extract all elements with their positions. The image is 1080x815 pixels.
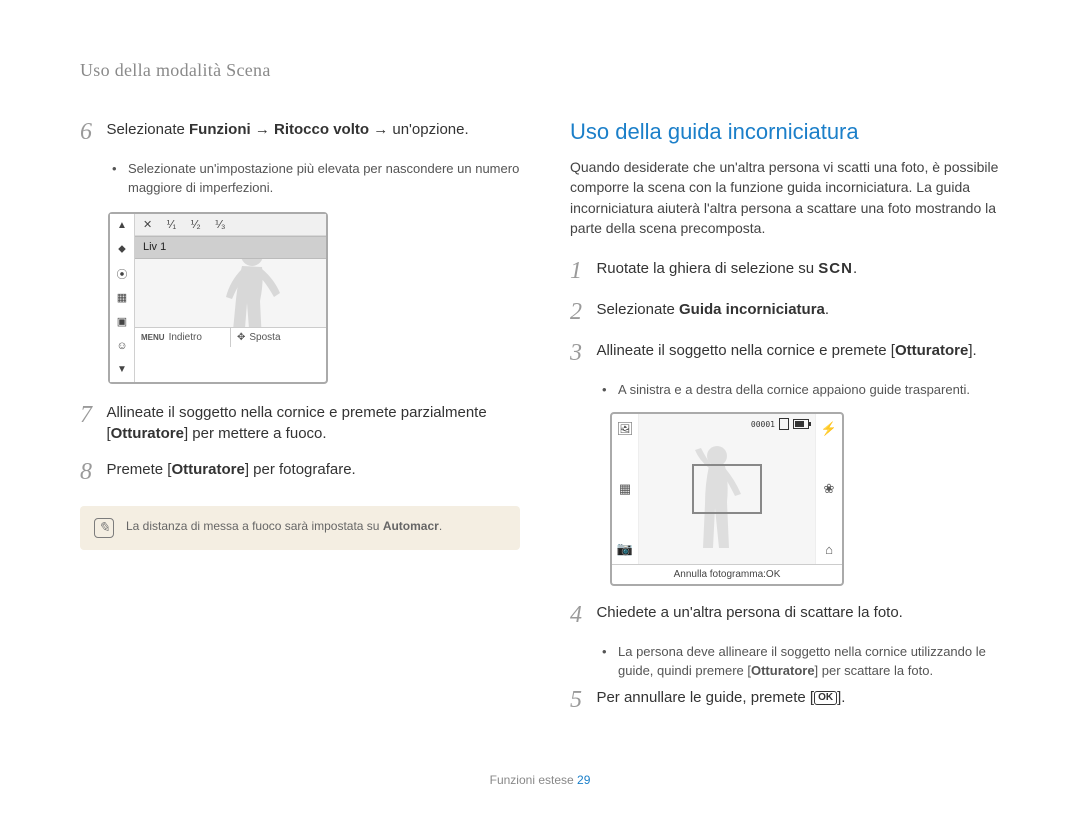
camera-screenshot-levels: ▲ ⬥ ⦿ ▦ ▣ ☺ ▼ ✕ ⅟₁ ⅟₂ ⅟₃ [108,212,328,384]
step-2: 2 Selezionate Guida incorniciatura. [570,299,1010,326]
step-number: 5 [570,687,592,714]
footer-label: Funzioni estese [490,773,574,787]
page-header: Uso della modalità Scena [80,60,1010,81]
screenshot2-left-icons: 🖼 ▦ 📷 [612,414,638,564]
screenshot1-sidebar: ▲ ⬥ ⦿ ▦ ▣ ☺ ▼ [110,214,135,382]
note-icon: ✎ [94,518,114,538]
step-6-bullet: Selezionate un'impostazione più elevata … [112,160,520,198]
level-1-icon: ⅟₁ [166,218,176,231]
step-7: 7 Allineate il soggetto nella cornice e … [80,402,520,446]
person-silhouette-icon [212,259,292,327]
step-number: 8 [80,459,102,486]
right-column: Uso della guida incorniciatura Quando de… [570,119,1010,728]
camera-screenshot-frame-guide: 🖼 ▦ 📷 00001 [610,412,844,586]
camera-icon: 📷 [616,540,634,558]
viewfinder: 00001 [638,414,816,564]
flash-icon: ⚡ [820,420,838,438]
step-3-bullet: A sinistra e a destra della cornice appa… [602,381,1010,400]
step-body: Ruotate la ghiera di selezione su SCN. [596,258,1008,280]
step-number: 4 [570,602,592,629]
level-2-icon: ⅟₂ [190,218,201,231]
mode-icon: 🖼 [616,420,634,438]
step-number: 3 [570,340,592,367]
screenshot2-footer: Annulla fotogramma:OK [612,564,842,584]
step-3: 3 Allineate il soggetto nella cornice e … [570,340,1010,367]
sidebar-icon: ⦿ [114,266,130,282]
level-icons-row: ✕ ⅟₁ ⅟₂ ⅟₃ [135,214,326,236]
note-text: La distanza di messa a fuoco sarà impost… [126,518,442,535]
ok-button-icon: OK [814,691,837,705]
down-arrow-icon: ▼ [114,362,130,378]
step-number: 2 [570,299,592,326]
selected-level-row: Liv 1 [135,236,326,259]
sidebar-icon: ▣ [114,314,130,330]
sidebar-icon: ☺ [114,338,130,354]
step-4: 4 Chiedete a un'altra persona di scattar… [570,602,1010,629]
step-body: Per annullare le guide, premete [OK]. [596,687,1008,709]
level-3-icon: ⅟₃ [215,218,226,231]
step-body: Allineate il soggetto nella cornice e pr… [596,340,1008,362]
step-5: 5 Per annullare le guide, premete [OK]. [570,687,1010,714]
sidebar-icon: ▦ [114,290,130,306]
page-number: 29 [577,773,590,787]
page-footer: Funzioni estese 29 [0,773,1080,787]
sidebar-icon: ⬥ [114,242,130,258]
status-bar: 00001 [751,418,809,430]
home-icon: ⌂ [820,540,838,558]
step-4-bullet: La persona deve allineare il soggetto ne… [602,643,1010,681]
left-column: 6 Selezionate Funzioni → Ritocco volto →… [80,119,520,728]
section-intro: Quando desiderate che un'altra persona v… [570,157,1010,238]
focus-frame [692,464,762,514]
level-off-icon: ✕ [143,218,152,231]
step-6: 6 Selezionate Funzioni → Ritocco volto →… [80,119,520,146]
step-body: Allineate il soggetto nella cornice e pr… [106,402,518,446]
step-body: Selezionate Funzioni → Ritocco volto → u… [106,119,518,141]
scn-mode-icon: SCN [818,260,853,277]
page: Uso della modalità Scena 6 Selezionate F… [0,0,1080,815]
up-arrow-icon: ▲ [114,218,130,234]
note-box: ✎ La distanza di messa a fuoco sarà impo… [80,506,520,550]
columns: 6 Selezionate Funzioni → Ritocco volto →… [80,119,1010,728]
sd-icon [779,418,789,430]
silhouette-preview [135,259,326,327]
frame-counter: 00001 [751,420,775,429]
menu-icon: MENU [141,333,165,342]
step-body: Premete [Otturatore] per fotografare. [106,459,518,481]
section-title: Uso della guida incorniciatura [570,119,1010,145]
screenshot2-right-icons: ⚡ ❀ ⌂ [816,414,842,564]
step-8: 8 Premete [Otturatore] per fotografare. [80,459,520,486]
step-number: 7 [80,402,102,429]
move-hint: ✥Sposta [231,328,326,347]
step-body: Selezionate Guida incorniciatura. [596,299,1008,321]
back-hint: MENUIndietro [135,328,231,347]
step-number: 6 [80,119,102,146]
step-number: 1 [570,258,592,285]
macro-icon: ❀ [820,480,838,498]
step-body: Chiedete a un'altra persona di scattare … [596,602,1008,624]
screenshot1-footer: MENUIndietro ✥Sposta [135,327,326,347]
move-icon: ✥ [237,332,245,343]
quality-icon: ▦ [616,480,634,498]
step-1: 1 Ruotate la ghiera di selezione su SCN. [570,258,1010,285]
battery-icon [793,419,809,429]
